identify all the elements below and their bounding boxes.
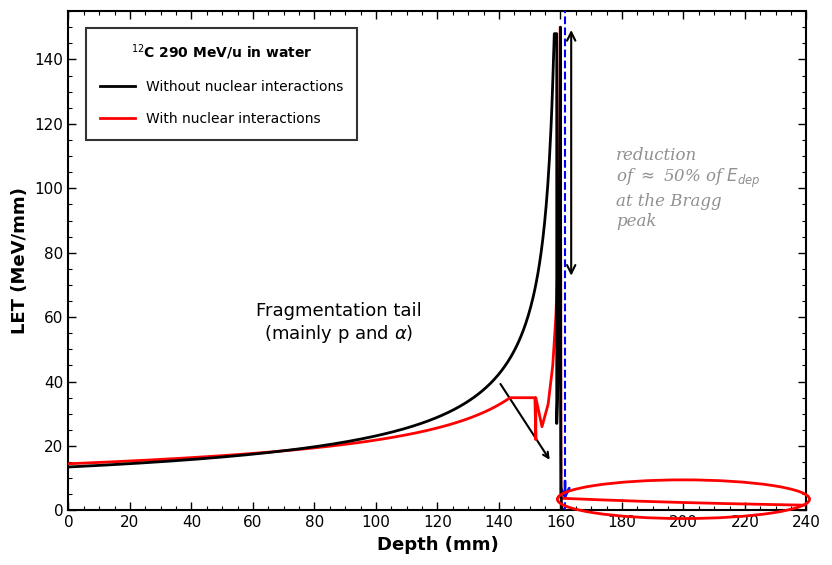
Legend: Without nuclear interactions, With nuclear interactions: Without nuclear interactions, With nucle… <box>87 28 358 140</box>
Text: Fragmentation tail
(mainly p and $\alpha$): Fragmentation tail (mainly p and $\alpha… <box>256 302 422 345</box>
Y-axis label: LET (MeV/mm): LET (MeV/mm) <box>11 188 29 334</box>
X-axis label: Depth (mm): Depth (mm) <box>377 536 498 554</box>
Text: reduction
of $\approx$ 50% of $E_{dep}$
at the Bragg
peak: reduction of $\approx$ 50% of $E_{dep}$ … <box>616 147 760 229</box>
